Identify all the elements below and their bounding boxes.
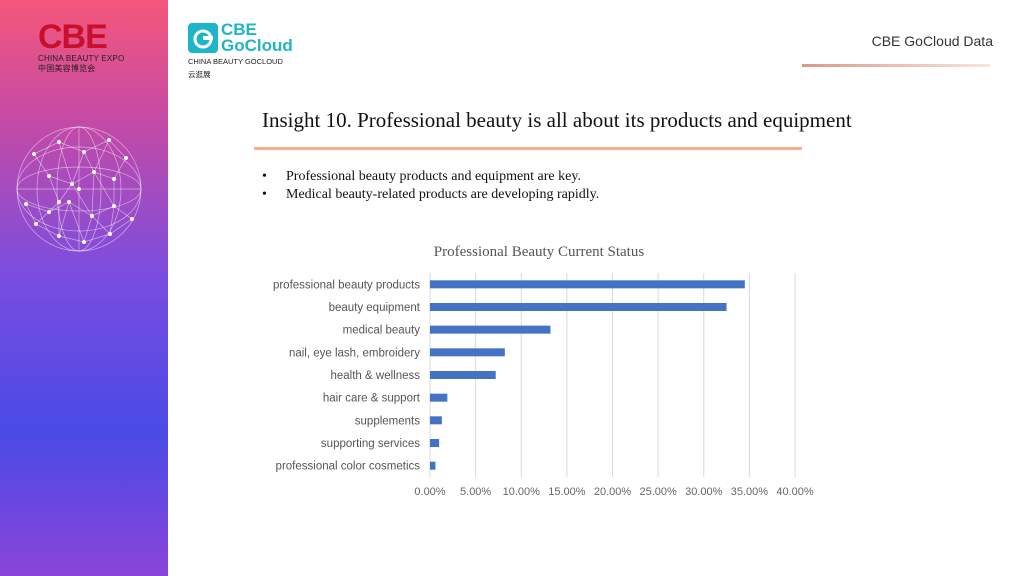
bar xyxy=(430,280,745,289)
gocloud-logo-line2: GoCloud xyxy=(221,36,293,55)
bullet-text: Professional beauty products and equipme… xyxy=(286,169,581,184)
bullet-item: • Professional beauty products and equipm… xyxy=(262,169,581,184)
bullet-list: • Professional beauty products and equipm… xyxy=(262,168,599,204)
x-tick-label: 30.00% xyxy=(685,486,723,498)
cbe-logo: CBE CHINA BEAUTY EXPO 中国美容博览会 xyxy=(38,20,148,74)
x-tick-label: 0.00% xyxy=(414,486,445,498)
gocloud-logo-cn: 云逛展 xyxy=(188,70,211,79)
bar xyxy=(430,393,448,402)
x-tick-label: 20.00% xyxy=(594,486,632,498)
title-rule xyxy=(254,147,802,150)
x-tick-label: 40.00% xyxy=(776,486,814,498)
gocloud-logo-line1: CBE xyxy=(221,20,257,39)
header-brand-text: CBE GoCloud Data xyxy=(871,33,993,49)
chart-title: Professional Beauty Current Status xyxy=(434,244,645,260)
cbe-logo-en: CHINA BEAUTY EXPO xyxy=(38,54,125,63)
category-label: nail, eye lash, embroidery xyxy=(289,347,420,359)
cbe-logo-cn: 中国美容博览会 xyxy=(38,64,96,73)
x-tick-label: 15.00% xyxy=(548,486,586,498)
chart-bars xyxy=(430,280,745,470)
bar xyxy=(430,439,440,447)
bullet-item: • Medical beauty-related products are dev… xyxy=(262,187,600,202)
category-label: professional color cosmetics xyxy=(276,461,421,473)
gocloud-logo-en: CHINA BEAUTY GOCLOUD xyxy=(188,57,283,66)
x-tick-label: 10.00% xyxy=(503,486,541,498)
sidebar-gradient: CBE CHINA BEAUTY EXPO 中国美容博览会 xyxy=(0,0,168,576)
header-rule xyxy=(802,64,990,67)
x-tick-label: 25.00% xyxy=(639,486,677,498)
category-label: supporting services xyxy=(321,438,420,450)
bar xyxy=(430,416,442,425)
x-tick-label: 35.00% xyxy=(731,486,769,498)
globe-network-icon xyxy=(16,126,142,252)
bullet-text: Medical beauty-related products are deve… xyxy=(286,187,600,202)
gocloud-cloud-icon xyxy=(188,23,218,53)
bar xyxy=(430,371,496,379)
bar xyxy=(430,461,436,470)
chart-category-labels: professional beauty products beauty equip… xyxy=(273,279,421,472)
category-label: beauty equipment xyxy=(329,302,421,314)
gocloud-logo: CBE GoCloud CHINA BEAUTY GOCLOUD 云逛展 xyxy=(188,20,318,80)
cbe-logo-text: CBE xyxy=(38,18,108,56)
category-label: professional beauty products xyxy=(273,279,420,291)
bar-chart: Professional Beauty Current Status profe… xyxy=(273,244,814,498)
bar xyxy=(430,325,551,334)
chart-tick-labels: 0.00% 5.00% 10.00% 15.00% 20.00% 25.00% 30.00%… xyxy=(414,486,813,498)
bar xyxy=(430,303,727,311)
bar xyxy=(430,348,505,357)
x-tick-label: 5.00% xyxy=(460,486,491,498)
category-label: health & wellness xyxy=(331,370,421,382)
category-label: hair care & support xyxy=(323,393,421,405)
category-label: supplements xyxy=(355,415,420,427)
category-label: medical beauty xyxy=(343,325,421,337)
slide-title: Insight 10. Professional beauty is all a… xyxy=(262,108,852,132)
